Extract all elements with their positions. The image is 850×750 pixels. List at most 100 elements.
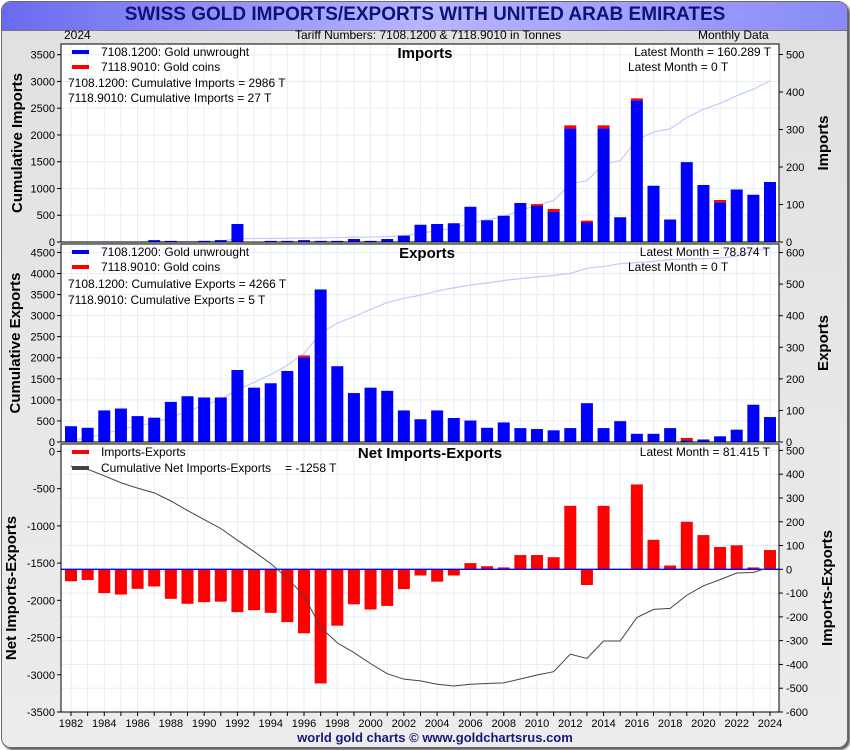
y-tick-label-left: -2000 [27, 595, 55, 607]
y-tick-label-left: 4000 [31, 268, 55, 280]
export-bar-unwrought [497, 422, 510, 442]
y-axis-label-left: Cumulative Exports [7, 273, 24, 414]
import-bar-unwrought [647, 185, 660, 242]
net-bar [664, 565, 677, 570]
import-bar-unwrought [531, 206, 543, 242]
export-bar-unwrought [397, 410, 410, 442]
export-bar-unwrought [547, 430, 560, 442]
import-bar-unwrought [464, 206, 477, 242]
net-bar [131, 569, 144, 589]
y-axis-label-left: Net Imports-Exports [3, 516, 20, 660]
legend-swatch-net [72, 450, 89, 454]
net-bar [298, 569, 310, 634]
cumulative-value: = -1258 T [285, 461, 337, 475]
cumulative-annotation: 7108.1200: Cumulative Imports = 2986 T [68, 76, 286, 90]
x-tick-label: 2018 [658, 718, 682, 730]
export-bar-unwrought [714, 436, 727, 442]
import-bar-unwrought [630, 100, 643, 242]
import-bar-unwrought [397, 235, 410, 242]
legend-swatch-unwrought [72, 50, 89, 54]
import-bar-unwrought [298, 240, 310, 242]
net-bar [630, 484, 643, 570]
y-tick-label-left: 3000 [31, 76, 55, 88]
x-tick-label: 2014 [591, 718, 615, 730]
export-bar-unwrought [747, 404, 760, 442]
y-tick-label-left: 3000 [31, 311, 55, 323]
net-bar [730, 545, 743, 570]
x-tick-label: 1982 [59, 718, 83, 730]
plot-border [60, 243, 780, 443]
y-tick-label-right: 100 [786, 405, 804, 417]
net-bar [481, 566, 494, 570]
y-tick-label-right: 200 [786, 374, 804, 386]
import-bar-unwrought [414, 224, 427, 242]
x-tick-label: 2000 [358, 718, 382, 730]
export-bar-unwrought [764, 417, 776, 442]
import-bar-unwrought [431, 224, 444, 242]
import-bar-unwrought [331, 240, 344, 242]
x-tick-label: 2006 [458, 718, 482, 730]
net-bar [81, 569, 94, 581]
cumulative-annotation: 7118.9010: Cumulative Exports = 5 T [68, 293, 266, 307]
x-tick-label: 1988 [159, 718, 183, 730]
export-bar-unwrought [464, 420, 477, 442]
y-tick-label-right: 300 [786, 125, 804, 137]
import-bar-unwrought [614, 217, 627, 242]
y-tick-label-left: -1000 [27, 521, 55, 533]
legend-swatch-unwrought [72, 250, 89, 254]
x-tick-label: 2002 [392, 718, 416, 730]
import-bar-unwrought [514, 203, 527, 242]
net-bar [397, 569, 410, 590]
export-bar-unwrought [597, 428, 610, 442]
export-bar-unwrought [630, 433, 643, 442]
y-tick-label-right: -300 [786, 636, 808, 648]
import-bar-unwrought [764, 182, 776, 242]
net-bar [564, 505, 577, 570]
tariff-label: Tariff Numbers: 7108.1200 & 7118.9010 in… [295, 28, 562, 42]
x-tick-label: 2022 [724, 718, 748, 730]
y-tick-label-left: 1000 [31, 183, 55, 195]
net-bar [497, 567, 510, 570]
cumulative-net-line [70, 465, 771, 687]
import-bar-coins [547, 209, 560, 212]
y-tick-label-left: 3500 [31, 50, 55, 62]
net-bar [214, 569, 227, 602]
legend-swatch-coins [72, 65, 89, 69]
import-bar-unwrought [314, 240, 327, 242]
y-axis-label-right: Imports-Exports [819, 530, 836, 646]
plot-border [60, 43, 780, 243]
export-bar-coins [298, 355, 310, 358]
x-tick-label: 1992 [225, 718, 249, 730]
export-bar-unwrought [680, 440, 693, 442]
import-bar-coins [630, 98, 643, 101]
chart-title: SWISS GOLD IMPORTS/EXPORTS WITH UNITED A… [124, 4, 726, 25]
import-bar-unwrought [264, 240, 277, 242]
net-bar [98, 569, 111, 594]
net-bar [680, 521, 693, 570]
y-tick-label-left: -500 [33, 484, 55, 496]
y-tick-label-left: 1000 [31, 395, 55, 407]
y-tick-label-right: 500 [786, 279, 804, 291]
export-bar-coins [680, 437, 693, 441]
y-tick-label-right: 300 [786, 493, 804, 505]
x-tick-label: 2020 [691, 718, 715, 730]
y-tick-label-right: -100 [786, 588, 808, 600]
export-bar-unwrought [664, 428, 677, 442]
y-tick-label-right: 100 [786, 200, 804, 212]
y-tick-label-left: 4500 [31, 247, 55, 259]
net-bar [714, 546, 727, 570]
y-axis-label-left: Cumulative Imports [9, 73, 26, 213]
y-tick-label-left: 3500 [31, 290, 55, 302]
import-bar-unwrought [281, 240, 294, 242]
net-bar [347, 569, 360, 605]
legend-label-coins: 7118.9010: Gold coins [101, 260, 220, 274]
x-tick-label: 2004 [425, 718, 449, 730]
export-bar-unwrought [697, 439, 710, 442]
net-bar [148, 569, 161, 587]
title-bar [2, 2, 847, 31]
export-bar-unwrought [531, 429, 543, 442]
y-tick-label-left: 2500 [31, 103, 55, 115]
net-bar [647, 539, 660, 570]
legend-swatch-coins [72, 265, 89, 269]
export-bar-unwrought [198, 397, 211, 442]
